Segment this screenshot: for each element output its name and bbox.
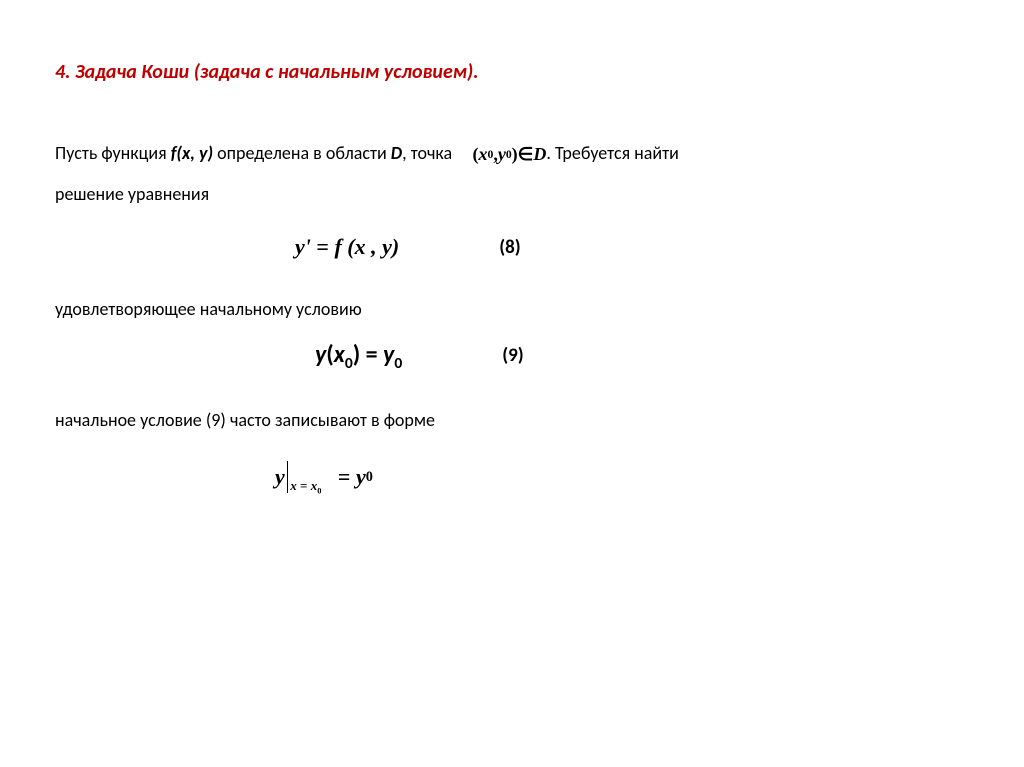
text-fragment: Пусть функция — [55, 142, 171, 164]
var-y: y — [275, 464, 285, 490]
paragraph-2: удовлетворяющее начальному условию — [55, 290, 969, 330]
text-fragment: определена в области — [213, 142, 391, 164]
slide-content: 4. Задача Коши (задача с начальным услов… — [0, 0, 1024, 563]
text-fragment: решение уравнения — [55, 183, 209, 205]
var-y: y — [315, 340, 326, 369]
subscript-0: 0 — [366, 470, 373, 484]
var-x: x — [334, 340, 345, 369]
equation-8-number: (8) — [499, 236, 520, 259]
equals: = — [360, 340, 383, 369]
equation-10-row: y x = x0 = y0 — [55, 461, 969, 493]
var-y: y — [498, 135, 506, 175]
equals: = — [338, 464, 351, 490]
eval-bar-icon — [287, 461, 289, 493]
domain-D: D — [391, 142, 402, 164]
text-fragment: . Требуется найти — [546, 142, 679, 164]
set-D: D — [533, 135, 546, 175]
var-y: y — [356, 464, 366, 490]
var-x: x — [478, 135, 487, 175]
subscript-0: 0 — [345, 353, 353, 372]
section-title: 4. Задача Коши (задача с начальным услов… — [55, 60, 969, 84]
equals: = — [297, 478, 311, 493]
subscript-0: 0 — [394, 353, 402, 372]
text-fragment: , точка — [402, 142, 456, 164]
math-fxy: f(x, y) — [171, 142, 213, 164]
eq8-equals: = — [316, 234, 334, 259]
equation-8-row: y' = f (x , y) (8) — [55, 234, 969, 260]
element-of: ∈ — [518, 135, 534, 175]
equation-9-row: y(x0) = y0 (9) — [55, 340, 969, 371]
equation-8: y' = f (x , y) — [295, 234, 399, 260]
equation-10: y x = x0 = y0 — [275, 461, 373, 493]
eval-subscript: x = x0 — [290, 478, 321, 495]
equation-9: y(x0) = y0 — [315, 340, 402, 371]
point-expression: (x0 , y0) ∈ D — [472, 135, 546, 175]
var-y: y — [383, 340, 394, 369]
equation-9-number: (9) — [502, 344, 523, 367]
paragraph-1: Пусть функция f(x, y) определена в облас… — [55, 134, 969, 214]
paren-open: ( — [326, 340, 333, 369]
subscript-0: 0 — [317, 485, 321, 495]
eq8-lhs: y' — [295, 234, 316, 259]
paragraph-3: начальное условие (9) часто записывают в… — [55, 401, 969, 441]
eq8-rhs: f (x , y) — [334, 234, 399, 259]
